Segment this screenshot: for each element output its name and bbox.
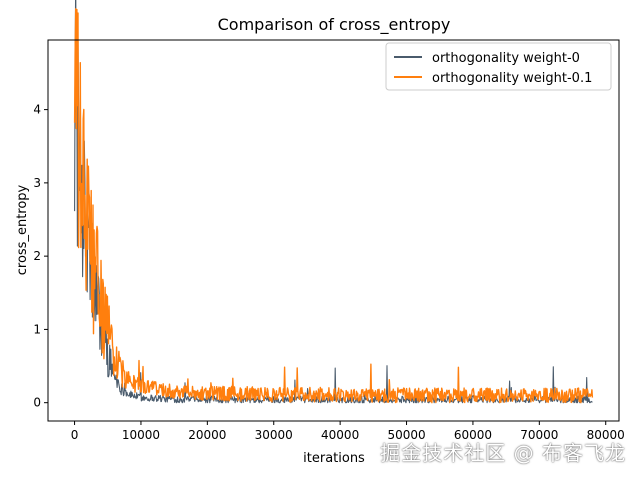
x-tick-label-4: 40000 (321, 428, 359, 442)
x-tick-label-0: 0 (71, 428, 79, 442)
x-tick-label-8: 80000 (587, 428, 625, 442)
plot-frame (47, 39, 620, 422)
x-tick-label-5: 50000 (387, 428, 425, 442)
y-tick-label-3: 3 (33, 176, 41, 190)
legend-label-series-0: orthogonality weight-0 (432, 51, 580, 66)
x-axis: 0 10000 20000 30000 40000 50000 60000 70000 8000… (71, 421, 625, 442)
y-tick-label-4: 4 (33, 103, 41, 117)
series-1 (73, 8, 594, 404)
y-tick-label-1: 1 (33, 322, 41, 336)
chart-title: Comparison of cross_entropy (218, 15, 451, 35)
legend-label-series-1: orthogonality weight-0.1 (432, 71, 592, 86)
y-tick-label-2: 2 (33, 249, 41, 263)
series-line-1 (73, 8, 594, 404)
x-tick-label-7: 70000 (520, 428, 558, 442)
legend: orthogonality weight-0 orthogonality wei… (385, 42, 612, 91)
legend-frame (385, 42, 612, 91)
y-tick-label-0: 0 (33, 396, 41, 410)
x-tick-label-1: 10000 (122, 428, 160, 442)
x-tick-label-3: 30000 (255, 428, 293, 442)
y-axis: 0 1 2 3 4 (33, 103, 48, 410)
x-tick-label-2: 20000 (188, 428, 226, 442)
x-tick-label-6: 60000 (454, 428, 492, 442)
y-axis-label: cross_entropy (15, 184, 30, 275)
watermark: 掘金技术社区 @ 布客飞龙 (380, 441, 626, 465)
x-axis-label: iterations (303, 451, 365, 466)
plot-area (73, 0, 594, 404)
